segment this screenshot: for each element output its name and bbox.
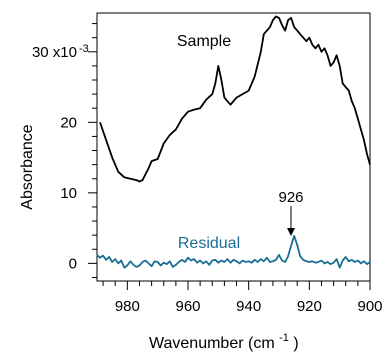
- x-tick-label: 900: [357, 298, 382, 315]
- x-axis-title-main: Wavenumber (cm: [149, 335, 275, 352]
- x-axis-title-close: ): [293, 335, 298, 352]
- y-tick-label: 30 x10: [32, 44, 77, 61]
- y-tick-label: 10: [60, 185, 77, 202]
- x-tick-label: 920: [297, 298, 322, 315]
- x-tick-label: 980: [115, 298, 140, 315]
- x-axis-ticks: 980 960 940 920 900: [102, 281, 383, 315]
- y-tick-label: 20: [60, 114, 77, 131]
- y-axis-ticks: 0 10 20 30 x10: [32, 23, 97, 278]
- series-line-sample: [99, 15, 371, 183]
- x-axis-title-exponent: -1: [279, 332, 289, 344]
- peak-annotation-arrow: [287, 206, 295, 236]
- x-axis-title: Wavenumber (cm -1 ): [149, 328, 299, 352]
- peak-annotation-label: 926: [278, 189, 303, 206]
- x-tick-label: 940: [236, 298, 261, 315]
- series-label-sample: Sample: [177, 33, 231, 50]
- x-tick-label: 960: [175, 298, 200, 315]
- series-label-residual: Residual: [178, 235, 240, 252]
- plot-frame: [96, 12, 371, 282]
- plot-area: [96, 12, 371, 282]
- series-line-residual: [96, 234, 371, 269]
- y-tick-label: 0: [69, 255, 77, 272]
- y-multiplier-exponent: -3: [79, 43, 89, 55]
- y-axis-title: Absorbance: [19, 124, 36, 209]
